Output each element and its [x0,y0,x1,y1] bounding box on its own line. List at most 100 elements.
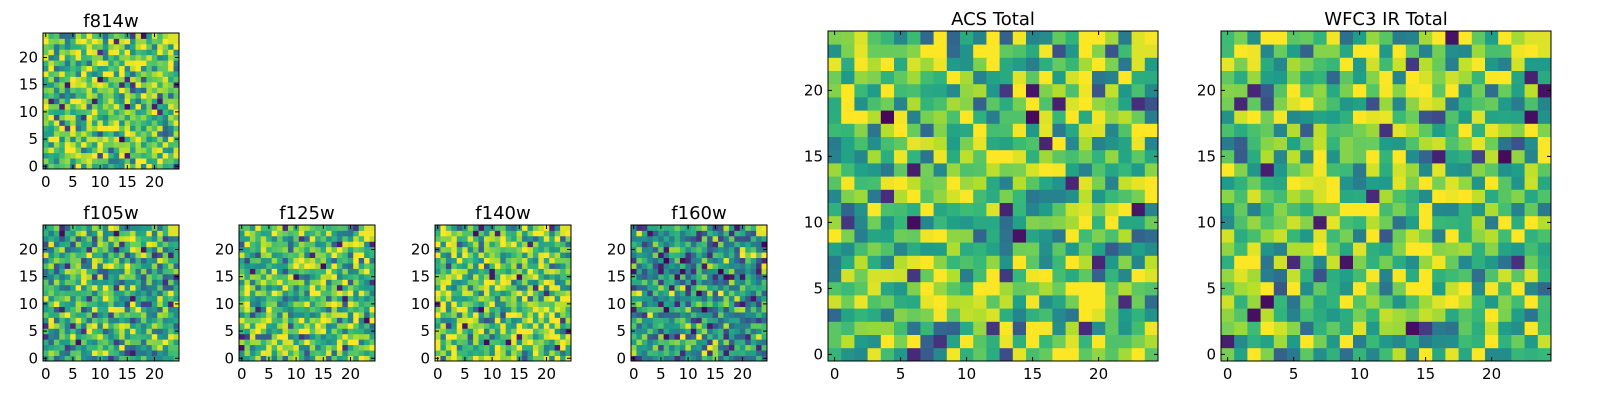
heatmap-cell [549,301,556,307]
heatmap-cell [679,235,686,242]
heatmap-cell [532,350,539,356]
heatmap-cell [249,241,256,248]
heatmap-cell [696,350,703,356]
heatmap-cell [1118,57,1132,71]
heatmap-cell [315,344,321,351]
heatmap-cell [91,92,98,99]
heatmap-cell [631,322,637,329]
heatmap-cell [712,290,719,297]
heatmap-cell [81,279,87,286]
heatmap-cell [239,322,245,329]
heatmap-cell [867,308,882,322]
heatmap-cell [894,149,908,164]
x-tick-label: 15 [118,365,137,383]
heatmap-cell [173,241,180,248]
heatmap-cell [157,152,164,159]
heatmap-cell [255,344,262,351]
heatmap-cell [135,295,142,302]
heatmap-cell [260,317,267,324]
heatmap-cell [500,312,507,318]
heatmap-cell [157,81,164,88]
heatmap-cell [108,355,115,362]
heatmap-cell [244,273,251,280]
heatmap-cell [663,246,670,253]
heatmap-cell [527,241,534,248]
heatmap-cell [119,333,125,340]
heatmap-cell [102,273,109,280]
heatmap-cell [326,355,332,362]
heatmap-cell [130,125,136,132]
heatmap-cell [130,33,136,39]
heatmap-cell [1078,31,1093,45]
heatmap-cell [277,322,283,329]
heatmap-cell [522,344,528,351]
heatmap-cell [48,235,55,242]
heatmap-cell [1471,202,1486,217]
heatmap-cell [841,163,855,177]
heatmap-cells [828,31,1159,362]
x-tick-label: 5 [460,365,470,383]
heatmap-cell [1105,334,1119,349]
heatmap-cell [1221,136,1235,151]
heatmap-cell [456,350,463,356]
heatmap-cell [108,33,115,39]
heatmap-cell [1026,229,1040,243]
heatmap-cell [130,344,136,351]
heatmap-cell [494,312,501,318]
heatmap-cell [1260,255,1275,269]
heatmap-cell [467,290,474,297]
heatmap-cell [135,103,142,110]
heatmap-cell [960,57,974,71]
heatmap-cell [505,328,512,335]
heatmap-cell [81,268,87,275]
heatmap-cell [260,252,267,259]
heatmap-cell [473,301,479,307]
heatmap-cell [631,333,637,340]
heatmap-cell [1392,123,1407,137]
heatmap-cell [53,60,60,67]
heatmap-cell [1524,97,1539,111]
heatmap-cell [135,98,142,105]
heatmap-cell [287,301,294,307]
heatmap-cell [946,347,961,362]
heatmap-cell [1105,136,1119,151]
y-tick-label: 20 [607,240,626,258]
heatmap-cell [1313,70,1327,85]
heatmap-cell [1485,347,1499,362]
heatmap-cell [1458,321,1473,335]
heatmap-cell [358,306,365,313]
heatmap-cell [298,273,305,280]
heatmap-cell [162,230,169,237]
heatmap-cell [1445,44,1459,58]
heatmap-cell [151,141,158,148]
heatmap-cell [1144,31,1159,45]
heatmap-cell [641,241,648,248]
heatmap-cell [1118,123,1132,137]
heatmap-cell [239,230,245,237]
heatmap-cell [538,284,545,291]
heatmap-cell [1445,189,1459,203]
heatmap-cell [435,268,441,275]
heatmap-cell [1092,31,1106,45]
heatmap-cell [712,344,719,351]
heatmap-cell [707,333,713,340]
heatmap-cell [91,43,98,50]
heatmap-cell [1273,347,1288,362]
heatmap-cell [1537,255,1552,269]
heatmap-cell [1221,242,1235,256]
heatmap-cell [478,225,485,231]
heatmap-cell [756,333,762,340]
heatmap-cell [505,225,512,231]
heatmap-cell [140,158,147,164]
heatmap-cell [750,279,757,286]
heatmap-cell [91,103,98,110]
heatmap-cell [707,328,713,335]
heatmap-cell [108,152,115,159]
heatmap-cell [669,317,675,324]
heatmap-cell [1105,110,1119,124]
heatmap-cell [102,92,109,99]
heatmap-cell [151,328,158,335]
heatmap-cell [516,279,523,286]
heatmap-cell [1419,149,1433,164]
